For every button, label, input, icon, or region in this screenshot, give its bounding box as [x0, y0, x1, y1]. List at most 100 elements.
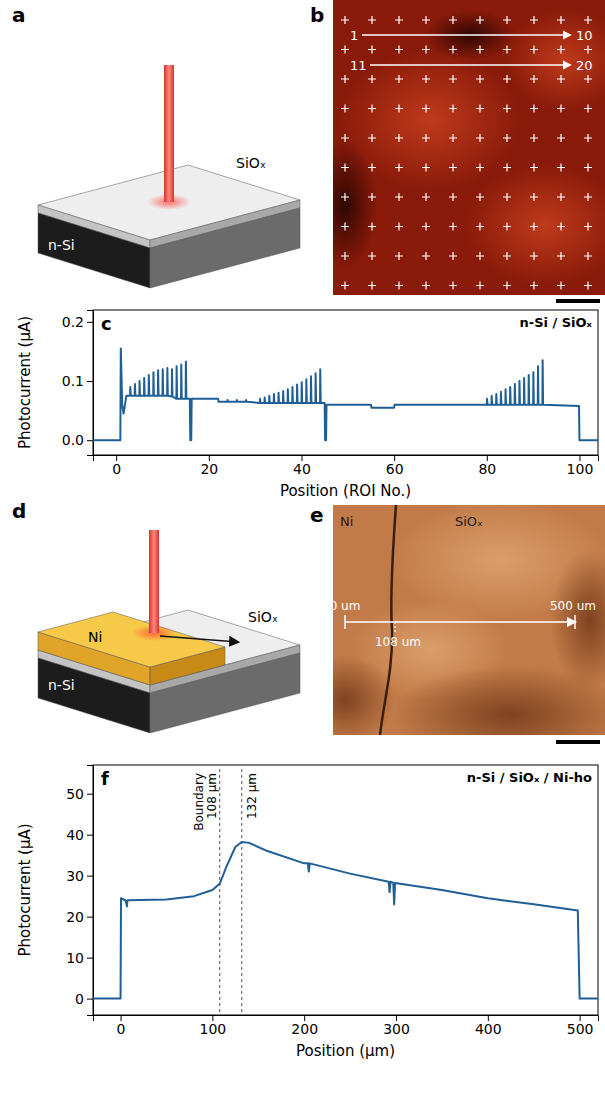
- roi-cross: [449, 134, 457, 142]
- x-tick: 0: [117, 1015, 126, 1037]
- boundary-tick: [394, 622, 395, 632]
- y-tick: 0.1: [62, 373, 93, 389]
- x-axis-line: [94, 456, 599, 462]
- roi-cross: [449, 252, 457, 260]
- scan-arrow: [160, 636, 238, 642]
- micrograph-patch: [550, 550, 605, 690]
- ni-edge: [380, 505, 396, 735]
- roi-cross: [530, 16, 538, 24]
- plot-marks: [93, 769, 598, 1015]
- y-tick: 50: [66, 786, 93, 802]
- roi-cross: [341, 16, 349, 24]
- roi-cross: [395, 105, 403, 113]
- roi-cross: [530, 223, 538, 231]
- annotation-line: [219, 769, 220, 1015]
- tick-mark: [87, 794, 93, 795]
- y-axis-line: [87, 766, 94, 1016]
- y-tick: 0.2: [62, 314, 93, 330]
- x-tick: 100: [199, 1015, 226, 1037]
- roi-cross: [395, 193, 403, 201]
- roi-cross: [530, 134, 538, 142]
- roi-cross: [422, 282, 430, 290]
- roi-cross: [530, 164, 538, 172]
- roi-cross: [476, 16, 484, 24]
- roi-cross: [368, 193, 376, 201]
- tick-label: 0.1: [62, 373, 84, 389]
- roi-cross: [503, 75, 511, 83]
- scale-bar: [556, 299, 600, 303]
- roi-cross: [584, 46, 592, 54]
- substrate-label: n-Si: [48, 237, 75, 253]
- roi-cross: [368, 164, 376, 172]
- x-tick: 0: [112, 455, 121, 477]
- substrate-label: n-Si: [48, 677, 75, 693]
- tick-label: 100: [199, 1021, 226, 1037]
- roi-label: 20: [576, 58, 593, 73]
- x-axis: 020406080100: [94, 455, 599, 477]
- roi-label: 10: [576, 28, 593, 43]
- roi-cross: [557, 193, 565, 201]
- roi-cross: [341, 105, 349, 113]
- y-axis-title: Photocurrent (μA): [16, 823, 34, 956]
- x-axis-title: Position (ROI No.): [280, 482, 411, 500]
- chart-f: 010020030040050001020304050Boundary108 μ…: [16, 765, 599, 1060]
- roi-cross: [476, 282, 484, 290]
- roi-cross: [503, 282, 511, 290]
- panel-letter: f: [101, 768, 109, 789]
- annotation-line: [241, 769, 242, 1015]
- scale-label: 500 um: [550, 599, 596, 613]
- roi-cross: [503, 134, 511, 142]
- tick-label: 0: [112, 461, 121, 477]
- roi-cross: [368, 223, 376, 231]
- scan-arrow: [370, 64, 570, 65]
- roi-cross: [395, 252, 403, 260]
- roi-cross: [557, 282, 565, 290]
- roi-cross: [449, 46, 457, 54]
- data-line: [93, 842, 598, 999]
- roi-cross: [584, 282, 592, 290]
- annotation-label: 108 μm: [205, 773, 219, 819]
- roi-cross: [422, 16, 430, 24]
- tick-label: 0.0: [62, 432, 84, 448]
- tick-label: 50: [66, 786, 84, 802]
- y-tick: 10: [66, 950, 93, 966]
- roi-cross: [449, 193, 457, 201]
- roi-cross: [557, 16, 565, 24]
- tick-mark: [87, 876, 93, 877]
- panel-letter: c: [101, 313, 112, 334]
- panel-letter: d: [12, 499, 26, 523]
- roi-cross: [341, 164, 349, 172]
- scale-label: 108 um: [375, 635, 421, 649]
- annotation-label: Boundary: [192, 773, 206, 831]
- chart-texts: Boundary108 μm132 μmfn-Si / SiOₓ / Ni-ho…: [16, 768, 592, 1060]
- x-tick: 100: [567, 455, 594, 477]
- x-tick: 40: [293, 455, 311, 477]
- tick-label: 0: [75, 991, 84, 1007]
- metal-label: Ni: [88, 629, 102, 645]
- chart-title: n-Si / SiOₓ: [519, 315, 592, 330]
- tick-label: 300: [383, 1021, 410, 1037]
- roi-cross: [422, 134, 430, 142]
- roi-cross: [368, 252, 376, 260]
- roi-cross: [557, 223, 565, 231]
- roi-cross: [368, 16, 376, 24]
- annotation-label: 132 μm: [245, 773, 259, 819]
- y-tick: 30: [66, 868, 93, 884]
- roi-cross: [503, 252, 511, 260]
- roi-label: 1: [350, 28, 358, 43]
- layer-label: SiOₓ: [236, 155, 266, 171]
- roi-cross: [422, 46, 430, 54]
- roi-cross: [341, 282, 349, 290]
- y-tick: 40: [66, 827, 93, 843]
- tick-label: 40: [66, 827, 84, 843]
- roi-cross: [368, 134, 376, 142]
- micrograph: [333, 505, 605, 735]
- tick-label: 0: [117, 1021, 126, 1037]
- scan-line: [345, 621, 575, 623]
- roi-cross: [584, 193, 592, 201]
- panel-letter: b: [310, 3, 324, 27]
- roi-cross: [395, 46, 403, 54]
- x-axis: 0100200300400500: [94, 1015, 599, 1037]
- tick-label: 80: [478, 461, 496, 477]
- roi-cross: [530, 75, 538, 83]
